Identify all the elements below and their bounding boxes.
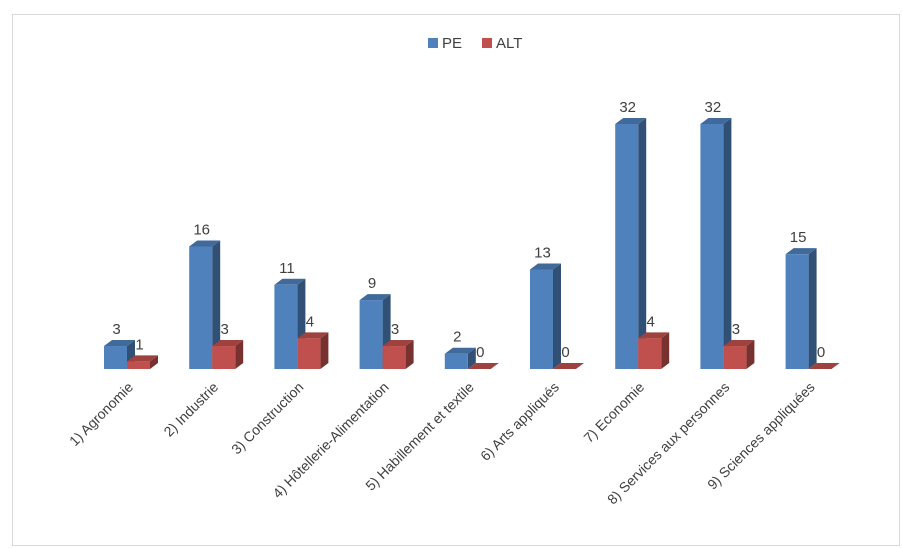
value-label-pe-5: 2 xyxy=(453,329,461,346)
value-label-pe-9: 15 xyxy=(790,229,807,246)
legend: PE ALT xyxy=(428,35,522,52)
value-label-alt-2: 3 xyxy=(221,321,229,338)
category-labels-group: 1) Agronomie 2) Industrie 3) Construction4… xyxy=(66,379,818,508)
legend-swatch-alt xyxy=(482,38,492,48)
bar-alt-5 xyxy=(467,363,499,369)
category-label-2: 2) Industrie xyxy=(160,379,221,440)
bar-alt-9 xyxy=(808,363,840,369)
legend-label-alt: ALT xyxy=(496,35,522,52)
bars-group xyxy=(104,118,840,369)
bar-pe-7 xyxy=(615,118,647,369)
bar-alt-3 xyxy=(297,332,329,369)
bar-alt-7 xyxy=(638,332,670,369)
bar-pe-9 xyxy=(785,248,817,369)
category-label-6: 6) Arts appliqués xyxy=(477,379,562,464)
bar-alt-2 xyxy=(212,340,244,369)
category-label-3: 3) Construction xyxy=(228,379,306,457)
value-label-pe-2: 16 xyxy=(193,222,210,239)
bar-pe-5 xyxy=(444,347,476,369)
value-label-alt-7: 4 xyxy=(647,313,655,330)
bar-pe-8 xyxy=(700,118,732,369)
legend-label-pe: PE xyxy=(442,35,462,52)
value-label-pe-6: 13 xyxy=(534,244,551,261)
legend-swatch-pe xyxy=(428,38,438,48)
value-label-pe-8: 32 xyxy=(705,99,722,116)
bar-pe-6 xyxy=(530,263,561,369)
value-label-pe-1: 3 xyxy=(112,321,120,338)
value-label-alt-3: 4 xyxy=(306,313,314,330)
bar-alt-8 xyxy=(723,340,755,369)
chart-frame xyxy=(12,14,900,546)
bar-alt-4 xyxy=(382,340,414,369)
value-label-alt-4: 3 xyxy=(391,321,399,338)
value-label-pe-4: 9 xyxy=(368,275,376,292)
value-label-alt-5: 0 xyxy=(476,344,484,361)
value-label-alt-1: 1 xyxy=(135,336,143,353)
value-label-pe-3: 11 xyxy=(279,260,295,277)
bar-alt-6 xyxy=(553,363,584,369)
category-label-7: 7) Economie xyxy=(580,379,647,446)
bar-pe-2 xyxy=(189,240,221,369)
category-label-1: 1) Agronomie xyxy=(66,379,136,449)
value-label-alt-6: 0 xyxy=(561,344,569,361)
value-label-alt-8: 3 xyxy=(732,321,740,338)
bar-alt-1 xyxy=(127,355,158,369)
value-label-pe-7: 32 xyxy=(619,99,636,116)
value-label-alt-9: 0 xyxy=(817,344,825,361)
